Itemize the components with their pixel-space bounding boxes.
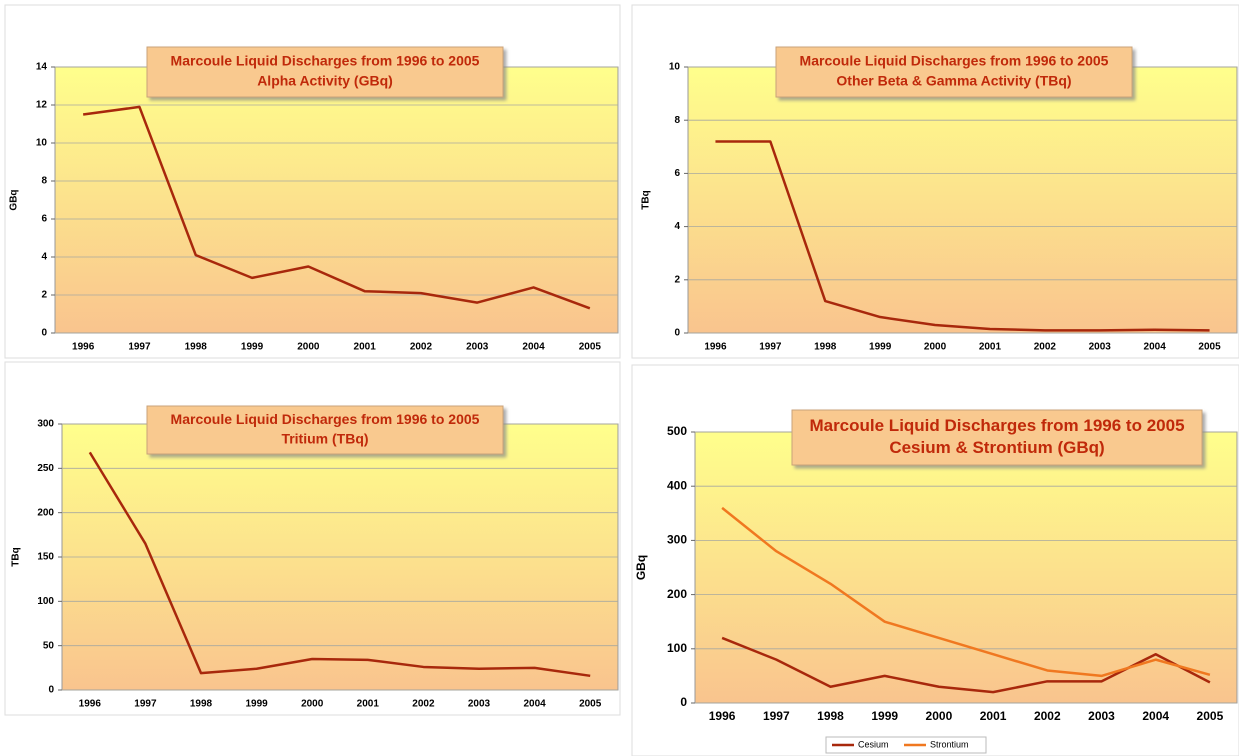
data-line (82, 105, 591, 310)
x-tick-label: 2002 (410, 342, 433, 353)
y-tick-label: 6 (41, 214, 47, 225)
y-tick-label: 2 (674, 274, 680, 285)
y-tick-label: 0 (41, 328, 47, 339)
chart-subtitle: Cesium & Strontium (GBq) (889, 438, 1104, 457)
x-tick-label: 2002 (1034, 342, 1057, 353)
title-box (791, 409, 1203, 466)
x-tick-label: 2003 (1088, 709, 1115, 723)
y-axis-label: GBq (9, 189, 20, 210)
x-tick-label: 2002 (412, 699, 435, 710)
data-line (715, 140, 1210, 332)
chart-title: Marcoule Liquid Discharges from 1996 to … (171, 411, 480, 427)
y-tick-label: 8 (41, 176, 47, 187)
y-tick-label: 0 (674, 328, 680, 339)
x-tick-label: 2004 (523, 699, 546, 710)
y-tick-label: 150 (37, 552, 54, 563)
x-tick-label: 1996 (709, 709, 736, 723)
plot-area (687, 66, 1238, 334)
x-tick-label: 2004 (522, 342, 545, 353)
legend-label: Strontium (930, 739, 969, 749)
x-tick-label: 2004 (1144, 342, 1167, 353)
x-tick-label: 2005 (1197, 709, 1224, 723)
chart-title: Marcoule Liquid Discharges from 1996 to … (171, 53, 480, 69)
y-tick-label: 0 (680, 695, 687, 709)
y-tick-label: 10 (669, 62, 681, 73)
x-tick-label: 2002 (1034, 709, 1061, 723)
y-axis-label: TBq (641, 190, 652, 209)
x-tick-label: 1998 (190, 699, 213, 710)
x-tick-label: 1996 (72, 342, 95, 353)
x-tick-label: 1997 (134, 699, 157, 710)
legend-label: Cesium (858, 739, 889, 749)
y-tick-label: 2 (41, 290, 47, 301)
y-tick-label: 4 (41, 252, 47, 263)
chart-panel: 0 2 4 6 8 10 12 14 1996 1997 1998 1999 2000 2001 2002 2… (4, 4, 621, 359)
x-tick-label: 2004 (1142, 709, 1169, 723)
y-tick-label: 300 (37, 419, 54, 430)
y-tick-label: 12 (36, 100, 48, 111)
x-tick-label: 1997 (759, 342, 782, 353)
x-tick-label: 2001 (354, 342, 377, 353)
x-tick-label: 2000 (926, 709, 953, 723)
data-line (721, 506, 1211, 678)
x-tick-label: 2001 (980, 709, 1007, 723)
chart-subtitle: Alpha Activity (GBq) (257, 73, 393, 89)
x-tick-label: 1998 (817, 709, 844, 723)
y-tick-label: 100 (37, 596, 54, 607)
chart-panel: 0 2 4 6 8 10 1996 1997 1998 1999 2000 2001 2002 2003 2… (631, 4, 1239, 359)
data-line (88, 451, 591, 678)
title-box (146, 405, 504, 455)
x-tick-label: 1999 (871, 709, 898, 723)
chart-title: Marcoule Liquid Discharges from 1996 to … (800, 53, 1109, 69)
x-tick-label: 1999 (241, 342, 264, 353)
x-tick-label: 2001 (357, 699, 380, 710)
y-tick-label: 10 (36, 138, 48, 149)
y-tick-label: 100 (667, 641, 687, 655)
y-tick-label: 14 (36, 62, 48, 73)
y-tick-label: 200 (37, 507, 54, 518)
title-box (775, 46, 1133, 98)
x-tick-label: 1996 (79, 699, 102, 710)
x-tick-label: 1997 (128, 342, 151, 353)
chart-panel: 0 50 100 150 200 250 300 1996 1997 1998 1999 2000 20… (4, 361, 621, 716)
x-tick-label: 2003 (1089, 342, 1112, 353)
x-tick-label: 1999 (245, 699, 268, 710)
x-tick-label: 1999 (869, 342, 892, 353)
y-tick-label: 500 (667, 424, 687, 438)
x-tick-label: 2000 (301, 699, 324, 710)
chart-panel: 0 100 200 300 400 500 1996 1997 1998 1999 2000 2001… (631, 364, 1239, 756)
x-tick-label: 2003 (466, 342, 489, 353)
y-tick-label: 300 (667, 533, 687, 547)
x-tick-label: 2000 (297, 342, 320, 353)
y-axis-label: GBq (634, 555, 648, 580)
y-axis-label: TBq (11, 547, 22, 566)
x-tick-label: 2003 (468, 699, 491, 710)
x-tick-label: 1997 (763, 709, 790, 723)
y-tick-label: 8 (674, 115, 680, 126)
x-tick-label: 2005 (579, 342, 602, 353)
y-tick-label: 0 (48, 685, 54, 696)
y-tick-label: 50 (43, 640, 55, 651)
y-tick-label: 4 (674, 221, 680, 232)
x-tick-label: 2005 (1198, 342, 1221, 353)
y-tick-label: 200 (667, 587, 687, 601)
x-tick-label: 1998 (185, 342, 208, 353)
plot-area (694, 431, 1238, 704)
x-tick-label: 2000 (924, 342, 947, 353)
y-tick-label: 250 (37, 463, 54, 474)
y-tick-label: 400 (667, 478, 687, 492)
chart-title: Marcoule Liquid Discharges from 1996 to … (809, 416, 1184, 435)
chart-subtitle: Other Beta & Gamma Activity (TBq) (836, 73, 1071, 89)
x-tick-label: 2005 (579, 699, 602, 710)
title-box (146, 46, 504, 98)
chart-subtitle: Tritium (TBq) (281, 430, 368, 446)
x-tick-label: 1996 (704, 342, 727, 353)
y-tick-label: 6 (674, 168, 680, 179)
x-tick-label: 1998 (814, 342, 837, 353)
x-tick-label: 2001 (979, 342, 1002, 353)
